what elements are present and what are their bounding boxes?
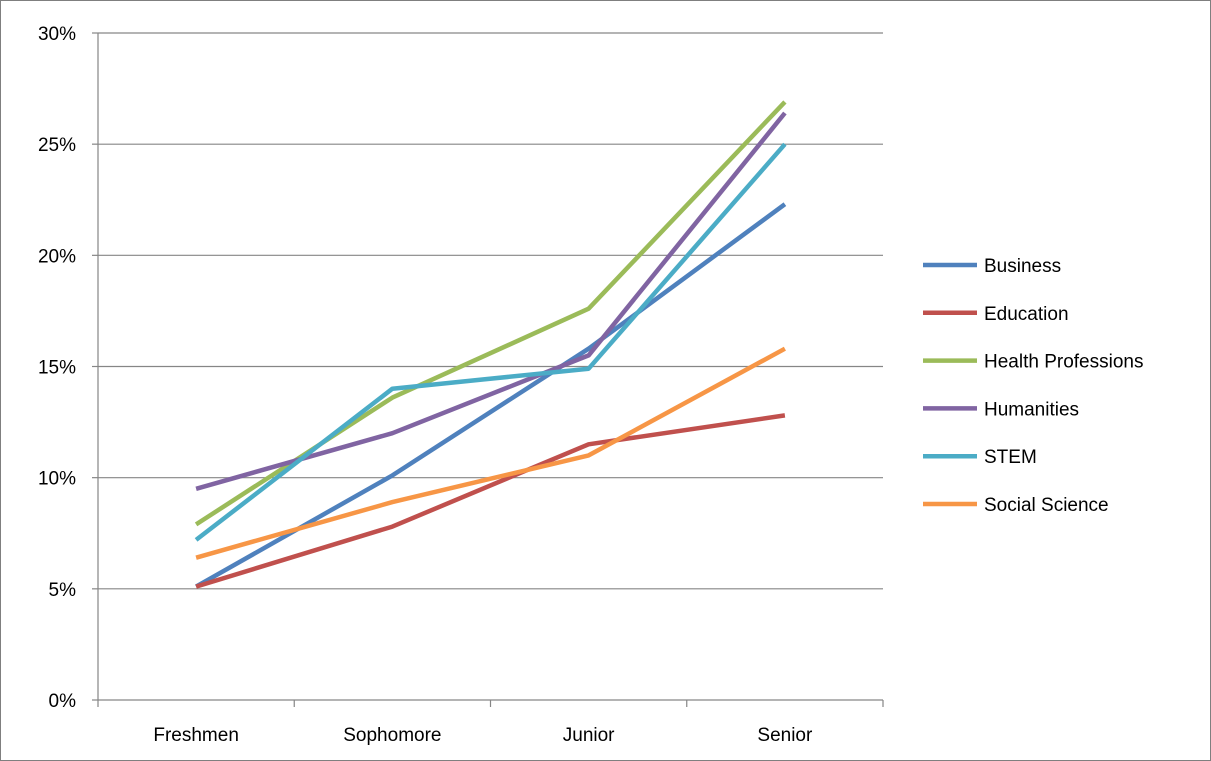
x-tick-label: Senior [757, 725, 813, 746]
legend-label: Education [984, 304, 1069, 325]
y-tick-label: 15% [38, 358, 76, 379]
legend-item: Business [923, 256, 1061, 277]
x-tick-label: Freshmen [153, 725, 239, 746]
y-tick-label: 25% [38, 135, 76, 156]
legend-label: Social Science [984, 495, 1109, 516]
legend-label: Health Professions [984, 352, 1143, 373]
y-tick-label: 10% [38, 469, 76, 490]
y-tick-label: 20% [38, 246, 76, 267]
legend: Business Education Health Professions Human… [923, 256, 1143, 516]
series-line-education [195, 413, 786, 589]
series-lines [194, 100, 787, 589]
legend-item: Humanities [923, 399, 1079, 420]
legend-item: STEM [923, 447, 1037, 468]
series-line-stem [194, 142, 787, 542]
legend-label: STEM [984, 447, 1037, 468]
legend-item: Health Professions [923, 352, 1143, 373]
series-line-health-professions [194, 100, 787, 527]
gridlines [98, 32, 883, 590]
y-tick-label: 30% [38, 24, 76, 45]
x-tick-label: Sophomore [343, 725, 441, 746]
legend-item: Social Science [923, 495, 1109, 516]
legend-label: Business [984, 256, 1061, 277]
y-tick-label: 5% [49, 580, 77, 601]
series-line-social-science [195, 346, 786, 560]
legend-label: Humanities [984, 399, 1079, 420]
legend-item: Education [923, 304, 1069, 325]
y-tick-label: 0% [49, 691, 77, 712]
axes: 0% 5% 10% 15% 20% 25% 30% Freshmen Sophomore Juni… [38, 24, 884, 746]
series-line-humanities [195, 111, 787, 491]
x-tick-label: Junior [563, 725, 615, 746]
